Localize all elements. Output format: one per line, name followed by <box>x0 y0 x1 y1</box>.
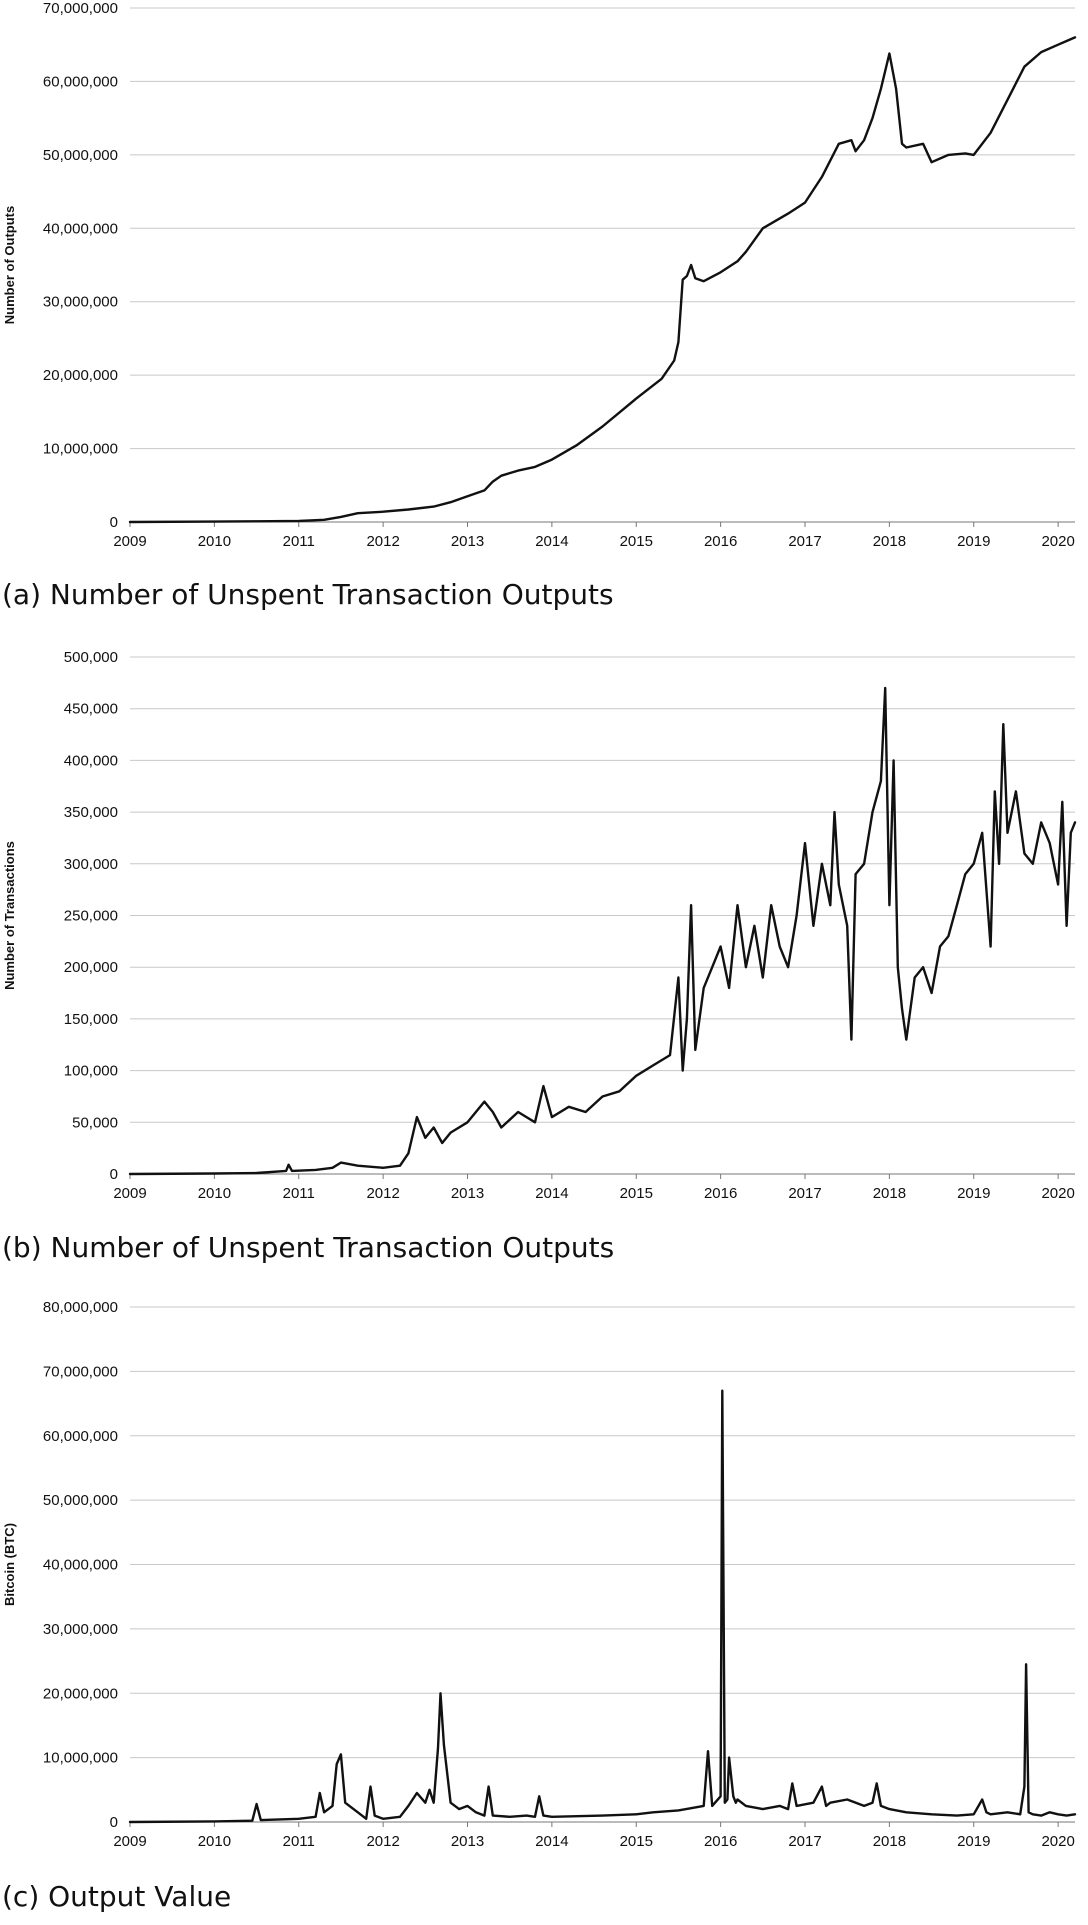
y-tick-label: 400,000 <box>64 752 118 769</box>
y-tick-label: 0 <box>110 514 118 531</box>
x-tick-label: 2016 <box>704 533 737 550</box>
y-tick-label: 10,000,000 <box>43 441 118 458</box>
x-tick-label: 2009 <box>113 533 146 550</box>
x-tick-label: 2012 <box>366 1833 399 1850</box>
x-tick-label: 2012 <box>366 533 399 550</box>
x-tick-label: 2010 <box>198 1185 231 1202</box>
y-tick-label: 450,000 <box>64 701 118 718</box>
x-tick-label: 2014 <box>535 1833 568 1850</box>
x-tick-label: 2011 <box>283 533 315 550</box>
x-tick-label: 2010 <box>198 533 231 550</box>
x-tick-label: 2014 <box>535 533 568 550</box>
x-tick-label: 2018 <box>873 1185 906 1202</box>
x-tick-label: 2017 <box>788 1833 821 1850</box>
y-tick-label: 100,000 <box>64 1063 118 1080</box>
x-tick-label: 2019 <box>957 1185 990 1202</box>
y-tick-label: 60,000,000 <box>43 73 118 90</box>
y-axis-title: Bitcoin (BTC) <box>2 1523 17 1606</box>
y-axis-title: Number of Outputs <box>2 206 17 324</box>
chart-b-caption: (b) Number of Unspent Transaction Output… <box>2 1231 615 1264</box>
y-tick-label: 40,000,000 <box>43 220 118 237</box>
chart-c-svg: 0 10,000,000 20,000,000 30,000,000 40,000,00… <box>2 1299 1077 1850</box>
y-tick-label: 40,000,000 <box>43 1557 118 1574</box>
y-tick-label: 150,000 <box>64 1011 118 1028</box>
x-tick-label: 2012 <box>366 1185 399 1202</box>
y-tick-label: 10,000,000 <box>43 1750 118 1767</box>
x-tick-label: 2010 <box>198 1833 231 1850</box>
x-tick-label: 2019 <box>957 1833 990 1850</box>
x-tick-label: 2013 <box>451 533 484 550</box>
y-tick-label: 300,000 <box>64 856 118 873</box>
x-tick-label: 2015 <box>620 1185 653 1202</box>
y-tick-label: 20,000,000 <box>43 367 118 384</box>
y-tick-label: 30,000,000 <box>43 1621 118 1638</box>
x-tick-label: 2009 <box>113 1833 146 1850</box>
y-tick-label: 0 <box>110 1166 118 1183</box>
chart-c-caption: (c) Output Value <box>2 1880 232 1913</box>
y-tick-label: 0 <box>110 1814 118 1831</box>
x-tick-label: 2018 <box>873 1833 906 1850</box>
x-tick-label: 2020 <box>1041 1833 1074 1850</box>
x-tick-label: 2013 <box>451 1833 484 1850</box>
y-tick-label: 350,000 <box>64 804 118 821</box>
x-tick-label: 2020 <box>1041 533 1074 550</box>
y-tick-label: 30,000,000 <box>43 294 118 311</box>
chart-panel-a: 0 10,000,000 20,000,000 30,000,000 40,000,00… <box>0 0 1088 611</box>
y-tick-label: 70,000,000 <box>43 1363 118 1380</box>
y-tick-label: 50,000,000 <box>43 147 118 164</box>
x-tick-label: 2018 <box>873 533 906 550</box>
y-tick-label: 20,000,000 <box>43 1685 118 1702</box>
x-tick-label: 2014 <box>535 1185 568 1202</box>
x-tick-label: 2019 <box>957 533 990 550</box>
x-tick-label: 2009 <box>113 1185 146 1202</box>
x-tick-label: 2011 <box>283 1833 315 1850</box>
y-tick-label: 250,000 <box>64 908 118 925</box>
series-line-b-0 <box>128 686 1077 1176</box>
y-axis-title: Number of Transactions <box>2 841 17 990</box>
x-tick-label: 2011 <box>283 1185 315 1202</box>
x-tick-label: 2013 <box>451 1185 484 1202</box>
x-tick-label: 2016 <box>704 1185 737 1202</box>
series-line-a-0 <box>128 36 1077 524</box>
x-tick-label: 2020 <box>1041 1185 1074 1202</box>
chart-panel-b: 0 50,000 100,000 150,000 200,000 250,000 300,0… <box>2 649 1077 1264</box>
x-tick-label: 2017 <box>788 533 821 550</box>
x-tick-label: 2015 <box>620 533 653 550</box>
chart-a-svg: 0 10,000,000 20,000,000 30,000,000 40,000,00… <box>2 0 1077 550</box>
x-tick-label: 2015 <box>620 1833 653 1850</box>
x-tick-label: 2016 <box>704 1833 737 1850</box>
y-tick-label: 60,000,000 <box>43 1428 118 1445</box>
y-tick-label: 70,000,000 <box>43 0 118 17</box>
y-tick-label: 50,000 <box>72 1114 118 1131</box>
y-tick-label: 80,000,000 <box>43 1299 118 1316</box>
x-tick-label: 2017 <box>788 1185 821 1202</box>
chart-a-caption: (a) Number of Unspent Transaction Output… <box>2 578 614 611</box>
y-tick-label: 50,000,000 <box>43 1492 118 1509</box>
chart-b-svg: 0 50,000 100,000 150,000 200,000 250,000 300,0… <box>2 649 1077 1202</box>
y-tick-label: 200,000 <box>64 959 118 976</box>
y-tick-label: 500,000 <box>64 649 118 666</box>
